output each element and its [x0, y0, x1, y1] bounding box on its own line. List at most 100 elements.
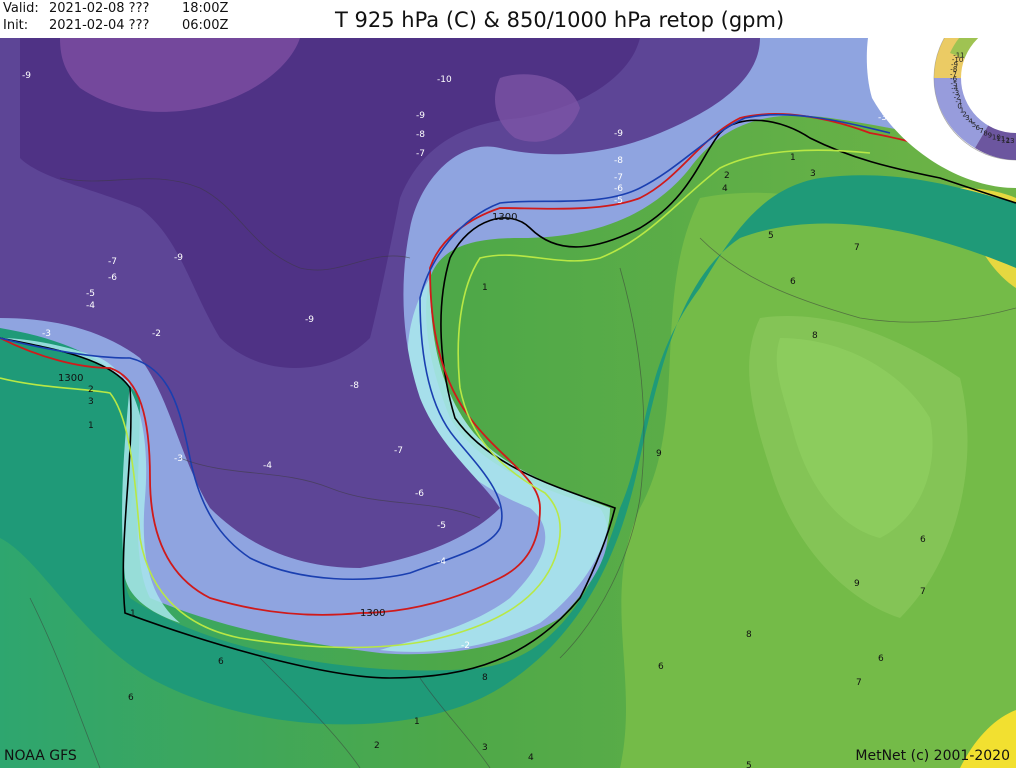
temperature-label: -3 — [174, 454, 183, 464]
temperature-label: 6 — [790, 277, 796, 287]
temperature-label: 1 — [414, 717, 420, 727]
legend-wheel-label: 7 — [979, 127, 983, 135]
temperature-label: -5 — [614, 196, 623, 206]
temperature-label: 2 — [88, 385, 94, 395]
temperature-label: 3 — [810, 169, 816, 179]
hot-patch-bottom-right — [960, 710, 1016, 768]
legend-wheel-label: -4 — [951, 85, 959, 93]
legend-wheel-label: 8 — [983, 129, 987, 137]
temperature-label: 8 — [746, 630, 752, 640]
temperature-label: -7 — [614, 173, 623, 183]
legend-wheel-label: -9 — [951, 61, 958, 69]
temperature-label: 3 — [88, 397, 94, 407]
legend-wheel-label: -10 — [952, 56, 963, 64]
legend-wheel-label: -8 — [950, 66, 957, 74]
legend-wheel-label: -3 — [952, 89, 959, 97]
chart-header: Valid: 2021-02-08 ??? 18:00Z Init: 2021-… — [0, 0, 1016, 38]
temperature-label: 1 — [88, 421, 94, 431]
legend-wheel-label: 4 — [968, 118, 973, 126]
cold-extreme-top — [60, 38, 300, 112]
legend-wheel-label: -2 — [954, 94, 961, 102]
thickness-label: 1300 — [360, 608, 385, 619]
temperature-label: 7 — [856, 678, 862, 688]
temperature-label: -5 — [437, 521, 446, 531]
temperature-labels: -9 -10-9-8-7-9-8-7-6-5-3-7-6-5-4-9-9-3-2-… — [22, 71, 926, 768]
near-zero-fringe-west — [0, 338, 180, 623]
temperature-label: 3 — [482, 743, 488, 753]
source-label: NOAA GFS — [4, 748, 77, 764]
temperature-label: -3 — [878, 113, 887, 123]
init-time: 06:00Z — [182, 18, 229, 33]
legend-wheel-label: -6 — [950, 75, 958, 83]
temperature-label: 9 — [854, 579, 860, 589]
temperature-label: -6 — [108, 273, 117, 283]
legend-wheel-label: 13 — [1006, 137, 1015, 145]
temperature-label: -9 — [416, 111, 425, 121]
legend-wheel-label: 5 — [972, 121, 976, 129]
isoline-lime — [0, 149, 871, 649]
temperature-label: 6 — [658, 662, 664, 672]
legend-wheel-label: 2 — [962, 110, 966, 118]
legend-wheel-label: 0 — [957, 102, 961, 110]
temperature-label: 6 — [128, 693, 134, 703]
temperature-label: 5 — [768, 231, 774, 241]
legend-wheel-label: -7 — [950, 70, 957, 78]
temperature-label: 4 — [528, 753, 534, 763]
temperature-label: 2 — [724, 171, 730, 181]
temperature-label: 6 — [878, 654, 884, 664]
forecast-map: 1300 1300 1300 -9 -10-9-8-7-9-8-7-6-5-3-7… — [0, 38, 1016, 768]
legend-labels: 131211109876543210-1-2-3-4-5-6-7-8-9-10-… — [950, 52, 1015, 146]
temperature-label: -5 — [86, 289, 95, 299]
temperature-label: -2 — [152, 329, 161, 339]
legend-wheel-label: -1 — [955, 98, 962, 106]
temperature-label: 8 — [482, 673, 488, 683]
temperature-label: -9 — [305, 315, 314, 325]
temperature-label: -2 — [461, 641, 470, 651]
chart-title: T 925 hPa (C) & 850/1000 hPa retop (gpm) — [335, 8, 785, 32]
temperature-label: -8 — [416, 130, 425, 140]
country-borders — [29, 177, 1016, 768]
legend-wheel-label: 3 — [965, 114, 969, 122]
legend-wheel-label: 9 — [988, 132, 992, 140]
legend-wheel — [866, 38, 1016, 188]
legend-wheel-label: 10 — [992, 134, 1001, 142]
temperature-label: 7 — [854, 243, 860, 253]
temperature-label: 5 — [746, 761, 752, 768]
thickness-label: 1300 — [58, 373, 83, 384]
temperature-label: 4 — [722, 184, 728, 194]
temperature-label: -9 — [614, 129, 623, 139]
temperature-label: 1 — [130, 609, 136, 619]
near-zero-fringe — [380, 278, 610, 652]
temperature-label: 6 — [218, 657, 224, 667]
temperature-label: -4 — [437, 557, 446, 567]
isoline-zero-black — [0, 119, 1016, 679]
valid-label: Valid: — [3, 1, 39, 16]
valid-time: 18:00Z — [182, 1, 229, 16]
warm-core-east-2 — [776, 338, 933, 538]
cold-extreme-top-2 — [495, 74, 580, 142]
temperature-label: -7 — [394, 446, 403, 456]
copyright-label: MetNet (c) 2001-2020 — [855, 748, 1010, 764]
temperature-label: -3 — [42, 329, 51, 339]
init-date: 2021-02-04 ??? — [49, 18, 150, 33]
legend-wheel-label: -11 — [953, 52, 964, 60]
legend-wheel-label: 11 — [996, 135, 1005, 143]
temperature-label: 6 — [920, 535, 926, 545]
temperature-label: -6 — [614, 184, 623, 194]
temperature-label: -9 — [174, 253, 183, 263]
temperature-label: -4 — [263, 461, 272, 471]
legend-wheel-label: 12 — [1001, 136, 1010, 144]
legend-wheel-label: 6 — [976, 124, 981, 132]
temperature-label: -8 — [614, 156, 623, 166]
temperature-label: 2 — [374, 741, 380, 751]
temperature-label: 1 — [790, 153, 796, 163]
valid-date: 2021-02-08 ??? — [49, 1, 150, 16]
cold-zone-deep — [20, 38, 640, 368]
temperature-label: 8 — [812, 331, 818, 341]
temperature-label: 9 — [656, 449, 662, 459]
temperature-label: 7 — [920, 587, 926, 597]
mild-teal-zone — [0, 175, 1016, 725]
temperature-label: -9 — [22, 71, 31, 81]
temperature-label: -10 — [437, 75, 452, 85]
temperature-label: -7 — [416, 149, 425, 159]
